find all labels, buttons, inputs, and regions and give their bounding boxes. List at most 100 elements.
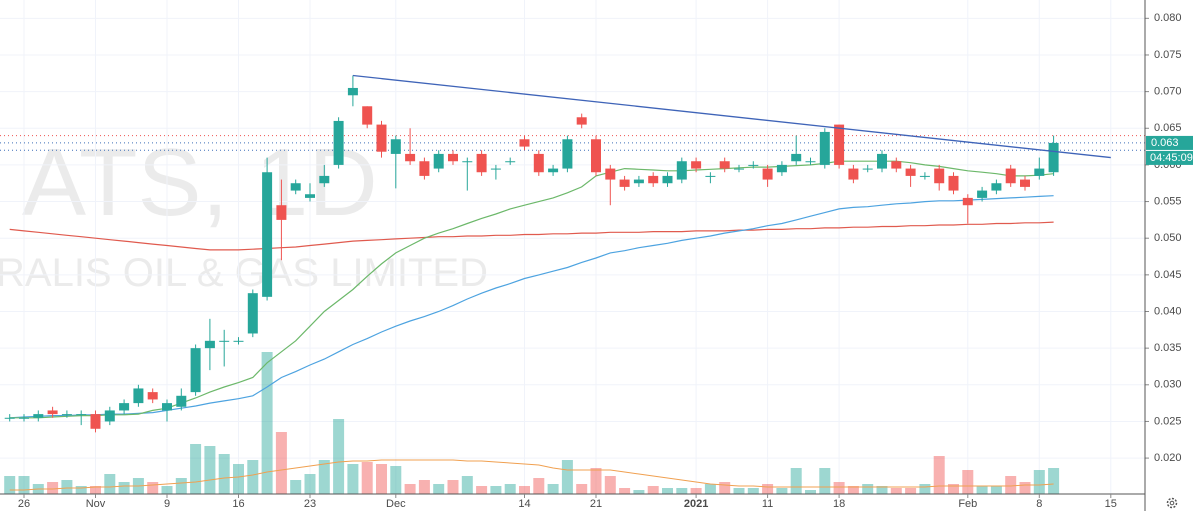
candle-body: [1048, 142, 1059, 173]
candle-body: [591, 139, 601, 173]
volume-bars: [4, 352, 1060, 494]
candle-body: [276, 205, 287, 220]
volume-bar: [390, 466, 402, 494]
candle-body: [162, 403, 172, 411]
candle-body: [834, 124, 845, 165]
moving-average-line: [9, 195, 1054, 419]
volume-bar: [619, 488, 631, 494]
candle-body: [848, 168, 859, 180]
candle-body: [991, 183, 1002, 191]
candle-body: [147, 392, 158, 400]
x-tick-label: 11: [762, 498, 773, 510]
volume-bar: [1005, 476, 1017, 494]
settings-gear: [1166, 497, 1178, 509]
y-tick-label: 0.030: [1154, 379, 1182, 391]
x-tick-label: 16: [232, 498, 244, 510]
x-tick-label: 14: [518, 498, 530, 510]
volume-bar: [75, 486, 87, 494]
candle-body: [805, 161, 816, 163]
candle-body: [619, 179, 630, 187]
candle-body: [576, 117, 587, 125]
volume-bar: [547, 484, 559, 494]
volume-bar: [633, 490, 645, 494]
candle-body: [290, 183, 301, 191]
x-tick-label: 21: [590, 498, 602, 510]
candle-body: [176, 395, 187, 407]
candle-body: [505, 161, 516, 163]
candle-body: [891, 161, 902, 169]
x-tick-label: 23: [304, 498, 316, 510]
volume-bar: [590, 468, 602, 494]
volume-bar: [790, 468, 802, 494]
volume-bar: [447, 480, 459, 494]
candle-body: [119, 403, 130, 411]
volume-bar: [433, 484, 445, 494]
candle-body: [90, 414, 101, 429]
candle-body: [333, 120, 344, 165]
x-tick-label: 18: [833, 498, 845, 510]
volume-bar: [719, 482, 731, 494]
volume-bar: [905, 488, 917, 494]
volume-bar: [604, 476, 616, 494]
candle-body: [605, 168, 616, 180]
volume-bar: [976, 486, 988, 494]
countdown: 04:45:09: [1150, 152, 1193, 164]
volume-bar: [676, 488, 688, 494]
volume-bar: [304, 474, 316, 494]
y-tick-label: 0.055: [1154, 195, 1182, 207]
candle-body: [633, 179, 644, 184]
volume-bar: [218, 454, 230, 494]
candle-body: [548, 168, 559, 173]
candle-body: [705, 175, 716, 177]
candle-body: [748, 164, 759, 166]
volume-bar: [476, 486, 488, 494]
volume-bar: [376, 464, 387, 494]
volume-bar: [662, 488, 673, 494]
volume-bar: [204, 446, 216, 494]
x-tick-label: Dec: [386, 498, 406, 510]
y-tick-label: 0.080: [1154, 12, 1182, 24]
candle-body: [662, 175, 673, 184]
candle-body: [262, 172, 273, 297]
settings-icon[interactable]: [1166, 497, 1178, 509]
candle-body: [691, 161, 702, 169]
x-tick-label: 26: [18, 498, 30, 510]
y-tick-label: 0.025: [1154, 415, 1182, 427]
countdown-box: [1146, 150, 1193, 165]
y-tick-label: 0.075: [1154, 49, 1182, 61]
volume-bar: [1019, 482, 1031, 494]
volume-bar: [890, 488, 902, 494]
candle-body: [4, 417, 15, 419]
volume-bar: [962, 470, 974, 494]
y-tick-label: 0.035: [1154, 342, 1182, 354]
x-tick-label: Feb: [958, 498, 977, 510]
candle-body: [648, 175, 659, 184]
candle-body: [247, 293, 258, 334]
candle-body: [376, 124, 387, 152]
volume-bar: [161, 486, 173, 494]
candle-body: [190, 348, 201, 393]
volume-bar: [862, 484, 874, 494]
candle-body: [319, 175, 330, 184]
volume-bar: [190, 444, 202, 494]
volume-bar: [747, 488, 759, 494]
volume-bar: [275, 432, 287, 494]
y-tick-label: 0.045: [1154, 269, 1182, 281]
volume-bar: [261, 352, 273, 494]
volume-bar: [504, 484, 516, 494]
candle-body: [19, 417, 29, 419]
x-tick-label: 9: [164, 498, 170, 510]
candle-body: [734, 168, 744, 170]
volume-bar: [418, 480, 430, 494]
last-price-label: 0.063: [1151, 137, 1179, 149]
volume-bar: [175, 478, 187, 494]
volume-bar: [404, 484, 416, 494]
axis-bg: [1145, 0, 1200, 511]
candle-body: [905, 168, 916, 176]
candle-body: [233, 340, 244, 342]
candle-body: [305, 194, 315, 198]
moving-average-line: [9, 221, 1054, 251]
volume-bar: [118, 482, 130, 494]
